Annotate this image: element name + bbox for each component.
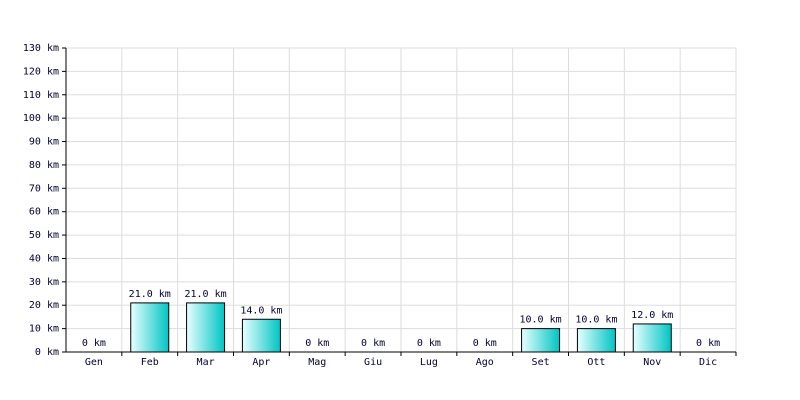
- value-label: 21.0 km: [185, 289, 227, 300]
- bar: [576, 328, 616, 353]
- y-tick-label: 60 km: [29, 207, 59, 218]
- y-tick-label: 20 km: [29, 300, 59, 311]
- y-tick-label: 50 km: [29, 230, 59, 241]
- x-tick-label: Mag: [308, 357, 326, 368]
- x-tick-label: Set: [532, 357, 550, 368]
- bar: [186, 302, 226, 353]
- x-tick-label: Mar: [197, 357, 215, 368]
- value-label: 10.0 km: [575, 315, 617, 326]
- x-tick-label: Giu: [364, 357, 382, 368]
- y-tick-label: 100 km: [23, 113, 59, 124]
- value-label: 10.0 km: [520, 315, 562, 326]
- bar: [130, 302, 170, 353]
- x-tick-label: Apr: [252, 357, 270, 368]
- value-label: 14.0 km: [240, 305, 282, 316]
- value-label: 12.0 km: [631, 310, 673, 321]
- y-tick-label: 0 km: [35, 347, 59, 358]
- y-tick-label: 110 km: [23, 90, 59, 101]
- y-tick-label: 130 km: [23, 43, 59, 54]
- y-tick-label: 120 km: [23, 66, 59, 77]
- x-tick-label: Gen: [85, 357, 103, 368]
- y-tick-label: 40 km: [29, 253, 59, 264]
- y-tick-label: 10 km: [29, 324, 59, 335]
- value-label: 0 km: [417, 338, 441, 349]
- x-tick-label: Ott: [587, 357, 605, 368]
- y-tick-label: 90 km: [29, 137, 59, 148]
- x-tick-label: Nov: [643, 357, 661, 368]
- y-tick-label: 30 km: [29, 277, 59, 288]
- bar: [521, 328, 561, 353]
- y-tick-label: 70 km: [29, 183, 59, 194]
- x-tick-label: Ago: [476, 357, 494, 368]
- bar: [632, 323, 672, 353]
- x-tick-label: Dic: [699, 357, 717, 368]
- bar: [241, 318, 281, 353]
- value-label: 0 km: [473, 338, 497, 349]
- value-label: 0 km: [361, 338, 385, 349]
- value-label: 21.0 km: [129, 289, 171, 300]
- value-label: 0 km: [696, 338, 720, 349]
- value-label: 0 km: [305, 338, 329, 349]
- y-tick-label: 80 km: [29, 160, 59, 171]
- value-label: 0 km: [82, 338, 106, 349]
- x-tick-label: Lug: [420, 357, 438, 368]
- x-tick-label: Feb: [141, 357, 159, 368]
